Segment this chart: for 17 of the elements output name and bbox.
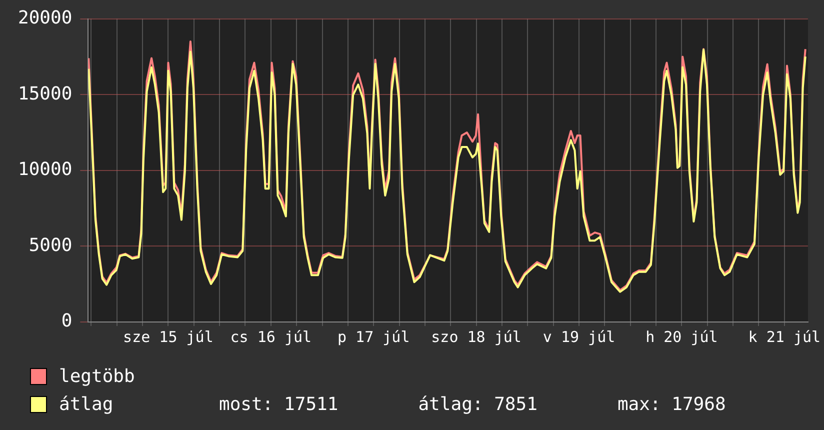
y-tick-label: 10000 (18, 159, 72, 180)
x-tick-label: p 17 júl (337, 328, 410, 346)
x-tick-label: h 20 júl (646, 328, 718, 346)
text: most: 17511 (219, 394, 338, 414)
x-tick-label: cs 16 júl (230, 328, 312, 346)
y-tick-label: 15000 (18, 83, 72, 104)
x-tick-label: sze 15 júl (123, 328, 214, 346)
y-tick-label: 0 (61, 310, 72, 332)
y-tick-label: 5000 (28, 234, 72, 256)
legend-label: átlag (59, 394, 114, 414)
y-tick-label: 20000 (18, 7, 72, 28)
x-tick-label: v 19 júl (542, 328, 616, 346)
text: max: 17968 (617, 394, 726, 414)
text: átlag: 7851 (418, 394, 538, 414)
x-tick-label: k 21 júl (748, 328, 821, 346)
legend-label: legtöbb (59, 366, 136, 386)
x-tick-label: szo 18 júl (431, 328, 522, 346)
